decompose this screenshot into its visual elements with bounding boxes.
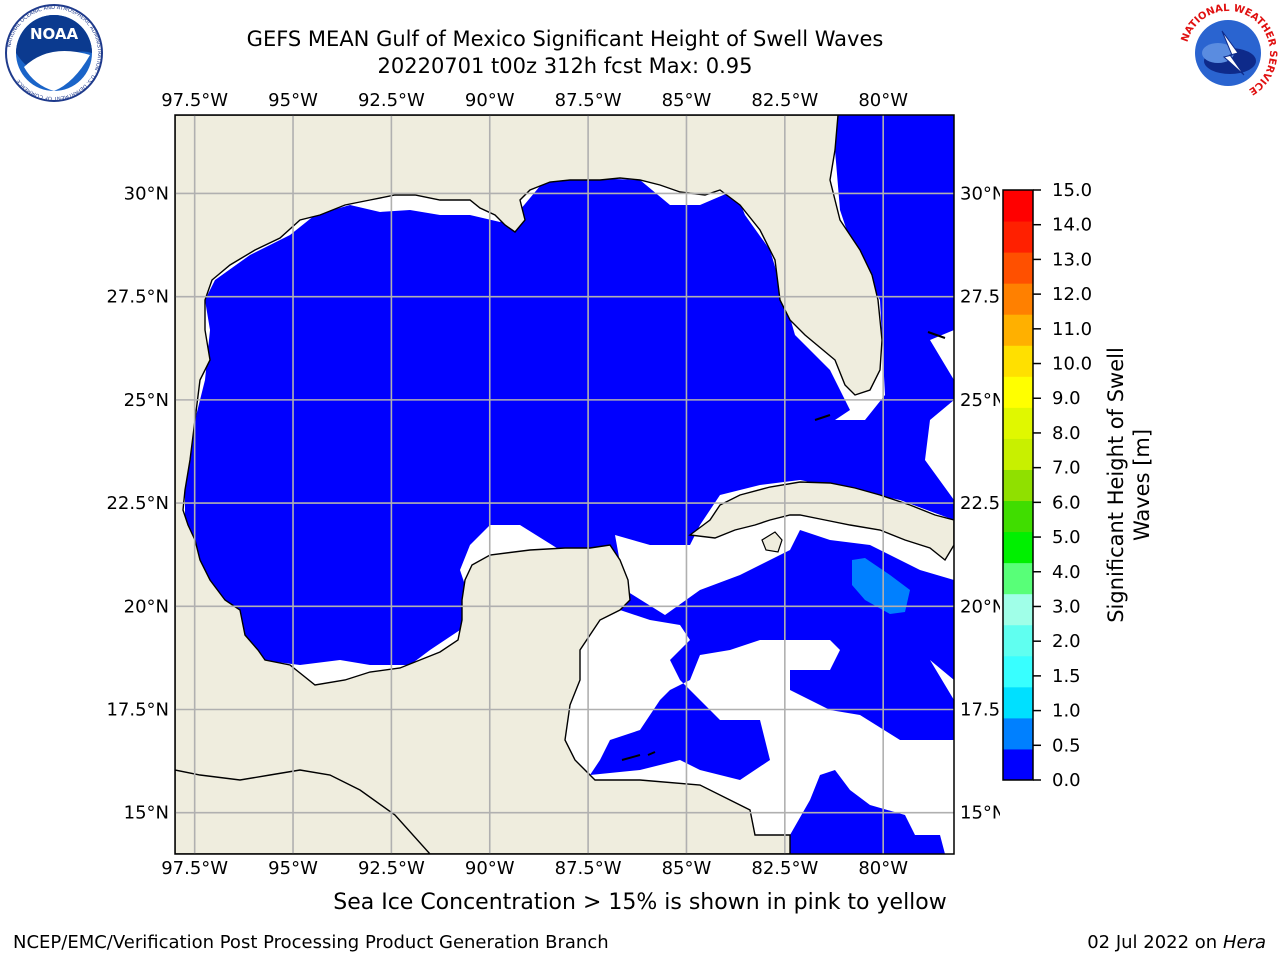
lat-label-left: 15°N (124, 803, 169, 824)
lon-label-bottom: 82.5°W (751, 858, 818, 879)
footer-producer: NCEP/EMC/Verification Post Processing Pr… (13, 932, 609, 953)
colorbar-cell (1003, 593, 1033, 626)
latitude-labels-right: 30°N 27.5°N 25°N 22.5°N 20°N 17.5°N 15°N (960, 183, 1000, 823)
lon-label-bottom: 85°W (662, 858, 712, 879)
lat-label-left: 20°N (124, 596, 169, 617)
swell-height-colorbar: 15.0 14.0 13.0 12.0 11.0 10.0 9.0 8.0 7.0 6.0 5.0 4… (1002, 180, 1092, 791)
colorbar-tick-label: 13.0 (1052, 249, 1092, 270)
isle-of-youth (761, 531, 783, 553)
lat-label-right: 17.5°N (960, 700, 1000, 721)
colorbar-cell (1003, 748, 1033, 781)
nws-logo: NATIONAL WEATHER SERVICE (1180, 3, 1278, 101)
noaa-logo-text: NOAA (30, 25, 79, 43)
lon-label-top: 92.5°W (358, 90, 425, 111)
lat-label-left: 27.5°N (106, 287, 169, 308)
colorbar-tick-label: 8.0 (1052, 423, 1081, 444)
sea-ice-note: Sea Ice Concentration > 15% is shown in … (333, 890, 947, 915)
lat-label-right: 22.5°N (960, 493, 1000, 514)
lat-label-left: 30°N (124, 183, 169, 204)
lon-label-top: 97.5°W (161, 90, 228, 111)
colorbar-cell (1003, 500, 1033, 533)
lon-label-top: 85°W (662, 90, 712, 111)
colorbar-label-line2: Waves [m] (1130, 429, 1154, 541)
lon-label-top: 87.5°W (555, 90, 622, 111)
lon-label-top: 82.5°W (751, 90, 818, 111)
lon-label-bottom: 90°W (465, 858, 515, 879)
lat-label-left: 22.5°N (106, 493, 169, 514)
colorbar-tick-label: 10.0 (1052, 354, 1092, 375)
colorbar-tick-label: 12.0 (1052, 284, 1092, 305)
lat-label-right: 20°N (960, 596, 1000, 617)
longitude-labels-bottom: 97.5°W 95°W 92.5°W 90°W 87.5°W 85°W 82.5°W 80°W (161, 858, 908, 879)
colorbar-tick-label: 7.0 (1052, 458, 1081, 479)
gulf-of-mexico-map: 97.5°W 95°W 92.5°W 90°W 87.5°W 85°W 82.5°W 80°W… (106, 90, 1000, 879)
colorbar-tick-label: 0.0 (1052, 770, 1081, 791)
map-title: GEFS MEAN Gulf of Mexico Significant Hei… (246, 27, 884, 51)
colorbar-label: Significant Height of Swell Waves [m] (1104, 347, 1154, 623)
bahamas-islands (621, 331, 946, 761)
footer-host: Hera (1222, 932, 1266, 953)
colorbar-tick-label: 9.0 (1052, 388, 1081, 409)
colorbar-cell (1003, 252, 1033, 284)
colorbar-tick-label: 1.5 (1052, 666, 1081, 687)
swell-0.5-1.0-patch (852, 558, 910, 614)
colorbar-cell (1003, 655, 1033, 688)
lon-label-bottom: 92.5°W (358, 858, 425, 879)
lat-label-right: 25°N (960, 390, 1000, 411)
lon-label-top: 80°W (858, 90, 908, 111)
lat-label-right: 27.5°N (960, 287, 1000, 308)
land-united-states (175, 115, 883, 854)
colorbar-cell (1003, 283, 1033, 315)
lat-label-right: 15°N (960, 803, 1000, 824)
colorbar-tick-label: 5.0 (1052, 527, 1081, 548)
colorbar-tick-label: 4.0 (1052, 562, 1081, 583)
lon-label-bottom: 97.5°W (161, 858, 228, 879)
lon-label-bottom: 80°W (858, 858, 908, 879)
colorbar-cell (1003, 314, 1033, 346)
lat-label-left: 25°N (124, 390, 169, 411)
lon-label-top: 95°W (268, 90, 318, 111)
latitude-labels-left: 30°N 27.5°N 25°N 22.5°N 20°N 17.5°N 15°N (106, 183, 169, 823)
map-gridlines (175, 115, 954, 854)
colorbar-tick-label: 11.0 (1052, 319, 1092, 340)
colorbar-tick-label: 0.5 (1052, 735, 1081, 756)
colorbar-frame (1002, 189, 1034, 781)
colorbar-label-line1: Significant Height of Swell (1104, 347, 1128, 623)
colorbar-tick-label: 1.0 (1052, 701, 1081, 722)
map-subtitle: 20220701 t00z 312h fcst Max: 0.95 (377, 54, 753, 78)
colorbar-tick-label: 15.0 (1052, 180, 1092, 201)
noaa-logo: NOAA NATIONAL OCEANIC AND ATMOSPHERIC AD… (5, 4, 103, 102)
colorbar-cell (1003, 531, 1033, 564)
longitude-labels-top: 97.5°W 95°W 92.5°W 90°W 87.5°W 85°W 82.5°W 80°W (161, 90, 908, 111)
colorbar-cell (1003, 376, 1033, 408)
colorbar-cell (1003, 717, 1033, 750)
colorbar-cell (1003, 345, 1033, 377)
lon-label-bottom: 95°W (268, 858, 318, 879)
map-frame (174, 114, 955, 855)
footer-run-info: 02 Jul 2022 on Hera (1087, 932, 1266, 953)
colorbar-cell (1003, 624, 1033, 657)
colorbar-cell (1003, 469, 1033, 502)
land-cuba (688, 481, 954, 562)
colorbar-cell (1003, 221, 1033, 253)
colorbar-cell (1003, 438, 1033, 470)
colorbar-tick-label: 3.0 (1052, 596, 1081, 617)
lat-label-left: 17.5°N (106, 700, 169, 721)
colorbar-tick-label: 2.0 (1052, 631, 1081, 652)
colorbar-cell (1003, 190, 1033, 222)
colorbar-cell (1003, 407, 1033, 439)
colorbar-tick-label: 6.0 (1052, 492, 1081, 513)
colorbar-cell (1003, 686, 1033, 719)
colorbar-tick-label: 14.0 (1052, 215, 1092, 236)
colorbar-cell (1003, 562, 1033, 595)
lon-label-bottom: 87.5°W (555, 858, 622, 879)
lat-label-right: 30°N (960, 183, 1000, 204)
lon-label-top: 90°W (465, 90, 515, 111)
footer-date: 02 Jul 2022 on (1087, 932, 1223, 953)
swell-0-0.5-region (185, 115, 954, 780)
